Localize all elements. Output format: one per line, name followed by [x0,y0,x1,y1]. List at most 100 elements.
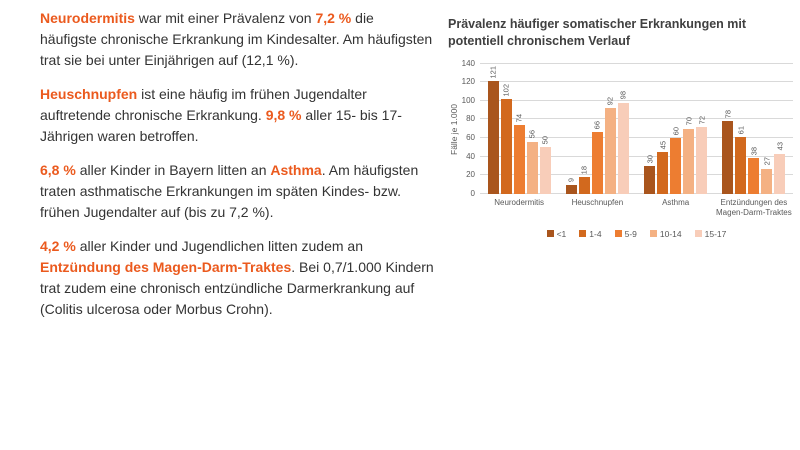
paragraph: Neurodermitis war mit einer Prävalenz vo… [40,8,434,71]
bar-group: 78 61 38 27 43 [715,64,793,194]
bar-wrapper: 102 [500,64,512,194]
bar-wrapper: 70 [683,64,695,194]
bar-wrapper: 56 [526,64,538,194]
gridline [480,118,793,120]
bar [513,125,525,194]
bar [774,153,786,194]
highlighted-text: 7,2 % [315,10,352,26]
paragraph: 4,2 % aller Kinder und Jugendlichen litt… [40,236,434,320]
legend-label: 1-4 [589,228,602,239]
bar-group: 30 45 60 70 72 [637,64,715,194]
y-tick-label: 80 [466,114,475,124]
bar-wrapper: 60 [670,64,682,194]
gridline [480,155,793,157]
bar-value-label: 27 [762,157,772,166]
bar [670,138,682,194]
gridline [480,62,793,64]
legend-label: <1 [556,228,567,239]
legend-swatch [614,230,622,238]
bar-wrapper: 66 [591,64,603,194]
bar [748,158,760,194]
highlighted-text: Neurodermitis [40,10,135,26]
highlighted-text: Asthma [270,162,322,178]
bar-value-label: 61 [736,125,746,135]
plot-row: Fälle je 1.000 0 20 40 60 80 100 120 140 121 102… [448,59,793,198]
bar-value-label: 70 [684,117,694,126]
bar-wrapper: 78 [722,64,734,194]
highlighted-text: 9,8 % [265,107,302,123]
body-text: ist eine häufig im frühen Jugendalter au… [40,86,367,123]
y-axis-title: Fälle je 1.000 [449,103,459,155]
legend-label: 10-14 [659,228,682,239]
bar-wrapper: 121 [487,64,499,194]
paragraph: 6,8 % aller Kinder in Bayern litten an A… [40,160,434,223]
legend-swatch [546,230,554,238]
y-tick-label: 20 [466,170,475,180]
bar-value-label: 60 [671,126,681,136]
bar [565,185,577,194]
bar [487,81,499,194]
y-axis-ticks: 0 20 40 60 80 100 120 140 [460,59,480,198]
legend-item: 10-14 [649,228,682,239]
bar [617,102,629,194]
bar-value-label: 121 [488,65,498,79]
highlighted-text: 6,8 % [40,162,76,178]
bar-wrapper: 45 [657,64,669,194]
highlighted-text: 4,2 % [40,238,76,254]
category-label: Neurodermitis [494,197,545,207]
bar-value-label: 98 [618,91,628,100]
y-tick-label: 40 [466,151,475,161]
chart-title: Prävalenz häufiger somatischer Erkrankun… [448,17,747,48]
y-tick-label: 140 [461,58,475,68]
gridline [480,99,793,101]
bar-value-label: 38 [749,147,759,156]
text-panel: Neurodermitis war mit einer Prävalenz vo… [40,8,434,333]
bar-groups: 121 102 74 56 50 9 18 66 92 98 30 45 60 70 72 78 61 38 27 4… [480,64,793,194]
body-text: war mit einer Prävalenz von [134,10,316,26]
y-tick-label: 60 [466,133,475,143]
bar-value-label: 18 [579,165,589,175]
legend-item: 1-4 [579,228,602,239]
bar-wrapper: 61 [735,64,747,194]
bar [500,99,512,194]
gridline [480,192,793,194]
category-label: Asthma [662,197,690,207]
bar-wrapper: 72 [696,64,708,194]
bar-value-label: 66 [592,121,602,130]
paragraph: Heuschnupfen ist eine häufig im frühen J… [40,84,434,147]
bar [526,141,538,194]
bar [696,126,708,194]
body-text: aller Kinder und Jugendlichen litten zud… [75,238,363,254]
bar-wrapper: 9 [565,64,577,194]
bar [591,132,603,194]
legend: <1 1-4 5-9 10-14 15-17 [480,229,793,239]
legend-swatch [579,230,587,238]
highlighted-text: Entzündung des Magen-Darm-Traktes [40,259,292,275]
y-tick-label: 120 [461,77,475,87]
bar [735,137,747,194]
bar-value-label: 92 [605,96,615,106]
bar-value-label: 56 [527,130,537,139]
category-label: Heuschnupfen [571,197,624,207]
body-text: die häufigste chronische Erkrankung im K… [40,10,433,68]
bar-value-label: 102 [501,83,511,97]
bar-wrapper: 92 [604,64,616,194]
x-axis-labels: Neurodermitis Heuschnupfen Asthma Entzündun… [480,198,793,219]
gridline [480,174,793,176]
bar [644,165,656,194]
legend-label: 5-9 [624,228,637,239]
bar-wrapper: 98 [617,64,629,194]
bar-value-label: 43 [775,142,785,151]
bar-wrapper: 30 [644,64,656,194]
legend-label: 15-17 [704,228,727,239]
gridline [480,137,793,139]
bar-group: 121 102 74 56 50 [480,64,558,194]
bar-wrapper: 18 [578,64,590,194]
bar [722,121,734,194]
legend-item: 15-17 [694,228,727,239]
bar [657,151,669,194]
y-tick-label: 0 [470,188,475,198]
legend-swatch [694,230,702,238]
bar-value-label: 72 [697,115,707,124]
